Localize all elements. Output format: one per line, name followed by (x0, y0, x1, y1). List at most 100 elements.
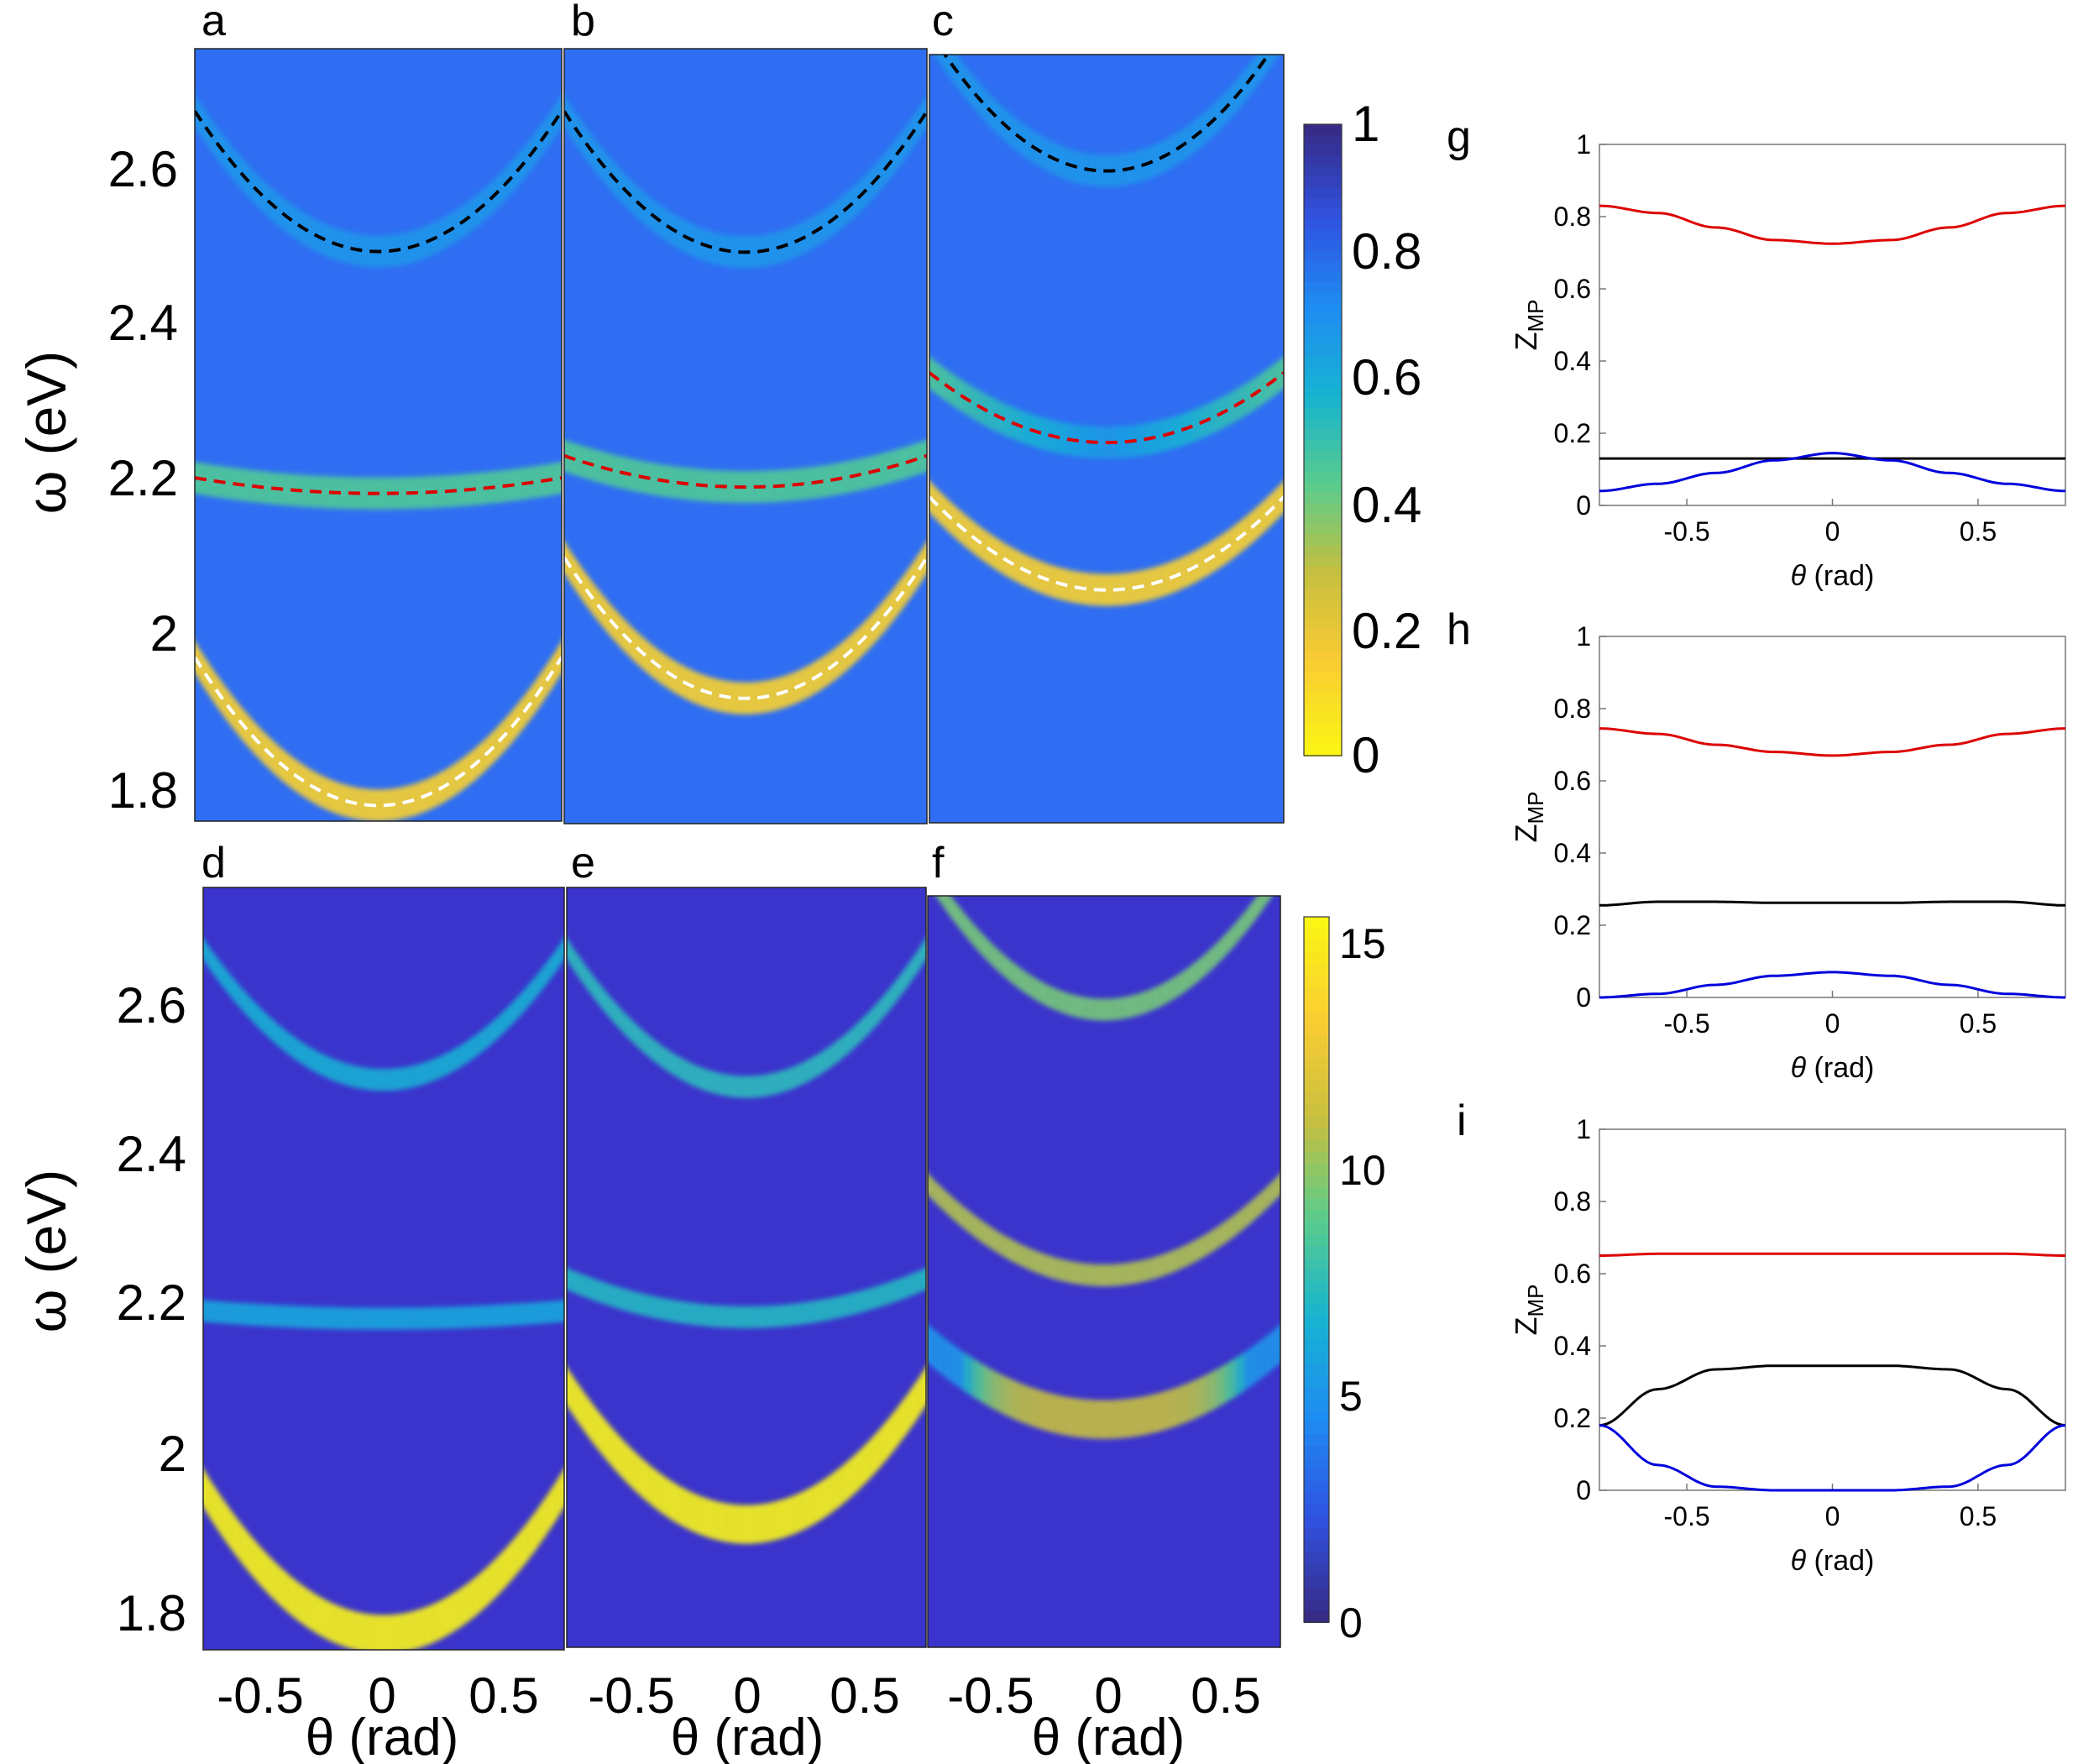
heatmap-band-b-upper-seg (630, 179, 640, 221)
cbar-top-tick-0.2: 0.2 (1352, 603, 1421, 659)
colorbar-top-swatch (1304, 418, 1342, 431)
colorbar-top-swatch (1304, 734, 1342, 746)
colorbar-bottom-swatch (1304, 1187, 1329, 1200)
heatmap-band-c-lower-seg (1050, 564, 1060, 599)
heatmap-band-f-lower-seg (1216, 1364, 1227, 1409)
heatmap-band-e-lower-seg (567, 1367, 575, 1418)
colorbar-top-swatch (1304, 450, 1342, 463)
heatmap-band-d-lower-seg (517, 1521, 528, 1573)
heatmap-band-f-lower-seg (1235, 1352, 1245, 1397)
heatmap-image-a (195, 49, 562, 821)
heatmap-band-a-upper-seg (232, 146, 242, 191)
heatmap-band-d-lower-seg (220, 1495, 231, 1548)
lineplot-h-xtick-label: -0.5 (1663, 1008, 1709, 1039)
heatmap-band-c-middle-seg (1228, 388, 1238, 426)
heatmap-band-f-upper-seg (945, 896, 955, 923)
heatmap-band-a-middle-seg (437, 475, 447, 508)
heatmap-band-b-middle-seg (783, 468, 794, 502)
heatmap-band-f-upper-seg (1141, 989, 1151, 1015)
heatmap-band-f-lower-seg (1150, 1392, 1160, 1434)
heatmap-band-b-middle-seg (822, 463, 833, 498)
heatmap-band-d-middle-seg (432, 1306, 442, 1329)
colorbar-bottom-swatch (1304, 1211, 1329, 1223)
heatmap-band-c-upper-seg (1134, 149, 1144, 184)
colorbar-bottom-swatch (1304, 1446, 1329, 1458)
x-ticks-f: -0.5 0 0.5 (947, 1667, 1260, 1724)
heatmap-band-d-upper-seg (479, 1024, 489, 1055)
heatmap-band-d-middle-seg (211, 1301, 221, 1324)
heatmap-band-f-upper-seg (1094, 998, 1104, 1021)
heatmap-band-a-upper-seg (291, 203, 301, 243)
heatmap-band-e-lower-seg (688, 1491, 699, 1535)
heatmap-band-d-lower-seg (527, 1509, 537, 1561)
colorbar-top-swatch (1304, 629, 1342, 641)
heatmap-band-f-middle-seg (1159, 1252, 1170, 1277)
heatmap-band-b-middle-seg (591, 448, 601, 484)
heatmap-band-d-lower-seg (354, 1611, 365, 1650)
heatmap-band-e-upper-seg (574, 950, 584, 986)
colorbar-top-swatch (1304, 598, 1342, 610)
heatmap-band-f-upper-seg (1216, 933, 1227, 966)
dashed-curve-b-upper (564, 110, 927, 254)
colorbar-bottom-swatch (1304, 1070, 1329, 1082)
heatmap-band-d-upper-seg (239, 986, 250, 1019)
heatmap-band-b-lower-seg (746, 682, 756, 714)
heatmap-band-d-lower-seg (203, 1468, 212, 1521)
heatmap-band-d-upper-seg (402, 1065, 413, 1090)
heatmap-band-a-middle-seg (202, 463, 213, 497)
heatmap-band-a-upper-seg (378, 235, 389, 268)
heatmap-band-e-lower-seg (861, 1439, 871, 1488)
heatmap-band-c-lower-seg (1181, 552, 1191, 589)
heatmap-band-e-middle-seg (660, 1297, 671, 1322)
colorbar-bottom-swatch (1304, 1023, 1329, 1035)
heatmap-band-e-upper-seg (870, 999, 881, 1033)
heatmap-band-f-lower-seg (1085, 1399, 1095, 1439)
heatmap-band-f-upper-seg (1001, 952, 1011, 982)
heatmap-band-d-middle-seg (249, 1303, 259, 1327)
heatmap-band-f-middle-seg (1029, 1248, 1039, 1275)
heatmap-band-f-lower-seg (945, 1338, 955, 1385)
heatmap-band-f-upper-seg (981, 933, 992, 966)
heatmap-band-f-middle-seg (1123, 1262, 1133, 1285)
heatmap-band-e-upper-seg (822, 1044, 833, 1073)
lineplot-h-ytick-label: 0 (1576, 982, 1591, 1013)
lineplot-i-ytick-label: 1 (1576, 1114, 1591, 1144)
heatmap-band-f-upper-seg (1159, 980, 1170, 1008)
heatmap-band-c-upper-seg (993, 98, 1003, 139)
heatmap-band-a-upper-seg (534, 121, 544, 166)
heatmap-band-d-upper-seg (335, 1060, 346, 1086)
colorbar-bottom-swatch (1304, 1222, 1329, 1235)
heatmap-band-b-lower-seg (822, 650, 833, 689)
heatmap-band-f-middle-seg (1197, 1233, 1207, 1261)
heatmap-band-d-lower-seg (297, 1581, 307, 1628)
heatmap-band-c-middle-seg (1285, 348, 1295, 387)
lineplot-i-ytick-label: 0.4 (1554, 1331, 1591, 1361)
heatmap-band-f-middle-seg (1001, 1233, 1011, 1261)
heatmap-panel-a (194, 48, 563, 822)
heatmap-band-c-lower-seg (1031, 557, 1041, 594)
heatmap-band-e-middle-seg (746, 1306, 756, 1328)
xtick-e-neg0.5: -0.5 (588, 1667, 674, 1724)
heatmap-band-d-lower-seg (393, 1613, 403, 1650)
colorbar-top-swatch (1304, 197, 1342, 210)
lineplot-g-axes (1599, 144, 2066, 506)
ytick-bottom-1.8: 1.8 (117, 1585, 186, 1641)
heatmap-band-b-middle-seg (861, 456, 872, 490)
heatmap-band-b-lower-seg (783, 672, 794, 709)
colorbar-bottom-swatch (1304, 1011, 1329, 1023)
heatmap-image-d (203, 887, 564, 1650)
colorbar-bottom-swatch (1304, 917, 1329, 929)
heatmap-band-c-lower-seg (1163, 561, 1173, 597)
heatmap-panel-e (566, 887, 927, 1648)
colorbar-top-swatch (1304, 366, 1342, 378)
heatmap-band-c-lower-seg (1107, 573, 1117, 606)
heatmap-band-c-upper-seg (919, 0, 928, 44)
lineplot-i-xlabel-unit: (rad) (1814, 1545, 1875, 1577)
heatmap-band-f-upper-seg (1076, 995, 1086, 1019)
heatmap-band-f-lower-seg (935, 1331, 945, 1378)
heatmap-band-f-upper-seg (1226, 923, 1236, 955)
heatmap-band-c-lower-seg (1285, 469, 1295, 511)
colorbar-top-swatch (1304, 492, 1342, 505)
heatmap-band-f-middle-seg (1244, 1198, 1254, 1229)
